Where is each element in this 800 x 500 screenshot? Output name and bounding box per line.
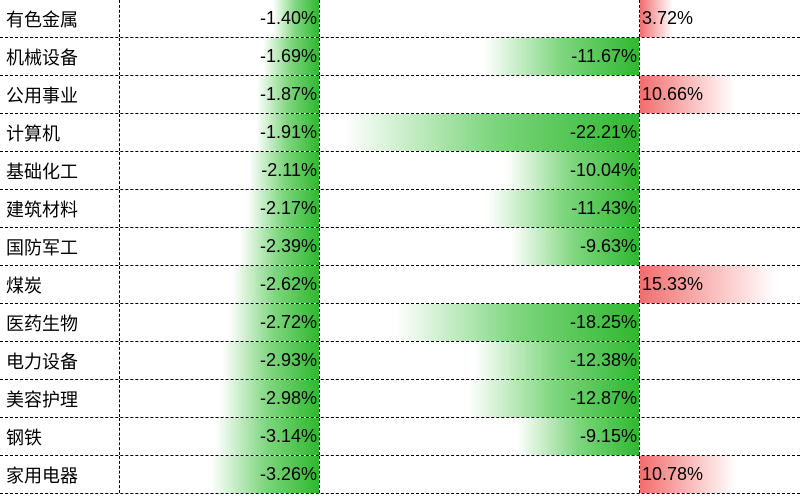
col3-cell: 10.78%: [640, 456, 800, 493]
col3-cell: [640, 380, 800, 417]
col2-value: -10.04%: [320, 160, 639, 181]
col2-cell: -11.67%: [320, 38, 640, 75]
col3-value: 3.72%: [640, 8, 693, 29]
col1-value: -2.39%: [120, 236, 319, 257]
col1-cell: -2.93%: [120, 342, 320, 379]
table-row: 钢铁-3.14%-9.15%: [0, 418, 800, 456]
col2-value: -11.43%: [320, 198, 639, 219]
col2-cell: [320, 76, 640, 113]
col2-cell: [320, 266, 640, 303]
col1-value: -2.11%: [120, 160, 319, 181]
sector-name: 有色金属: [0, 0, 120, 37]
col2-value: -22.21%: [320, 122, 639, 143]
table-row: 煤炭-2.62% 15.33%: [0, 266, 800, 304]
table-row: 医药生物-2.72%-18.25%: [0, 304, 800, 342]
table-row: 机械设备-1.69%-11.67%: [0, 38, 800, 76]
col1-cell: -2.11%: [120, 152, 320, 189]
table-row: 公用事业-1.87% 10.66%: [0, 76, 800, 114]
col1-cell: -1.40%: [120, 0, 320, 37]
table-row: 家用电器-3.26% 10.78%: [0, 456, 800, 494]
table-row: 有色金属-1.40% 3.72%: [0, 0, 800, 38]
sector-name: 国防军工: [0, 228, 120, 265]
col1-value: -3.14%: [120, 426, 319, 447]
sector-name: 基础化工: [0, 152, 120, 189]
col3-cell: 15.33%: [640, 266, 800, 303]
col1-value: -2.93%: [120, 350, 319, 371]
col3-cell: [640, 190, 800, 227]
col2-cell: -22.21%: [320, 114, 640, 151]
col3-value: 15.33%: [640, 274, 703, 295]
sector-name: 美容护理: [0, 380, 120, 417]
col3-cell: [640, 418, 800, 455]
col1-cell: -3.26%: [120, 456, 320, 493]
sector-name: 家用电器: [0, 456, 120, 493]
col2-cell: -12.87%: [320, 380, 640, 417]
col3-cell: [640, 152, 800, 189]
col1-cell: -1.91%: [120, 114, 320, 151]
sector-name: 医药生物: [0, 304, 120, 341]
col3-cell: [640, 38, 800, 75]
col2-value: -12.87%: [320, 388, 639, 409]
col1-value: -1.40%: [120, 8, 319, 29]
table-row: 建筑材料-2.17%-11.43%: [0, 190, 800, 228]
col2-value: -11.67%: [320, 46, 639, 67]
col3-cell: [640, 342, 800, 379]
col2-value: -9.63%: [320, 236, 639, 257]
col1-cell: -2.17%: [120, 190, 320, 227]
col1-cell: -2.62%: [120, 266, 320, 303]
col1-cell: -2.72%: [120, 304, 320, 341]
col2-value: -18.25%: [320, 312, 639, 333]
col1-value: -2.98%: [120, 388, 319, 409]
table-row: 基础化工-2.11%-10.04%: [0, 152, 800, 190]
col2-cell: -10.04%: [320, 152, 640, 189]
table-row: 国防军工-2.39%-9.63%: [0, 228, 800, 266]
col1-value: -2.72%: [120, 312, 319, 333]
col1-value: -1.69%: [120, 46, 319, 67]
col3-value: 10.78%: [640, 464, 703, 485]
sector-performance-table: 有色金属-1.40%3.72%机械设备-1.69%-11.67%公用事业-1.8…: [0, 0, 800, 494]
table-row: 计算机-1.91%-22.21%: [0, 114, 800, 152]
col2-value: -9.15%: [320, 426, 639, 447]
col2-cell: -9.15%: [320, 418, 640, 455]
col2-cell: [320, 456, 640, 493]
sector-name: 机械设备: [0, 38, 120, 75]
sector-name: 公用事业: [0, 76, 120, 113]
table-row: 电力设备-2.93%-12.38%: [0, 342, 800, 380]
col2-cell: -12.38%: [320, 342, 640, 379]
col1-cell: -2.39%: [120, 228, 320, 265]
col1-cell: -1.87%: [120, 76, 320, 113]
col2-cell: -9.63%: [320, 228, 640, 265]
col3-cell: 10.66%: [640, 76, 800, 113]
col1-value: -3.26%: [120, 464, 319, 485]
col1-value: -2.17%: [120, 198, 319, 219]
col2-value: -12.38%: [320, 350, 639, 371]
sector-name: 煤炭: [0, 266, 120, 303]
col1-value: -1.87%: [120, 84, 319, 105]
sector-name: 钢铁: [0, 418, 120, 455]
col1-value: -1.91%: [120, 122, 319, 143]
col1-value: -2.62%: [120, 274, 319, 295]
col3-cell: [640, 228, 800, 265]
col3-cell: 3.72%: [640, 0, 800, 37]
col3-cell: [640, 304, 800, 341]
col3-value: 10.66%: [640, 84, 703, 105]
col3-cell: [640, 114, 800, 151]
col1-cell: -2.98%: [120, 380, 320, 417]
col1-cell: -3.14%: [120, 418, 320, 455]
col1-cell: -1.69%: [120, 38, 320, 75]
sector-name: 建筑材料: [0, 190, 120, 227]
col2-cell: -11.43%: [320, 190, 640, 227]
col2-cell: [320, 0, 640, 37]
sector-name: 电力设备: [0, 342, 120, 379]
sector-name: 计算机: [0, 114, 120, 151]
table-row: 美容护理-2.98%-12.87%: [0, 380, 800, 418]
col2-cell: -18.25%: [320, 304, 640, 341]
